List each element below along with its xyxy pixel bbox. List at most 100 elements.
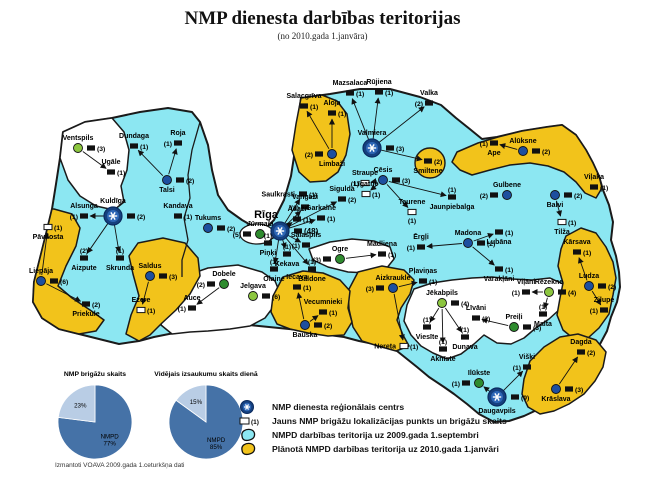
town-vilani: (1) Viļāni [512, 279, 536, 297]
town-label: Valka [420, 90, 438, 97]
brigade-point-icon [130, 143, 138, 149]
legend-label: NMP dienesta reģionālais centrs [272, 402, 405, 412]
brigade-point-icon [461, 334, 469, 340]
town-roja: (1) Roja [164, 130, 186, 148]
town-count: (1) [512, 290, 520, 297]
town-label: Piņķi [260, 250, 277, 257]
link-Jēkabpils-Aknīste [439, 308, 446, 344]
town-label: Rūjiena [366, 79, 391, 86]
town-label: Aknīste [430, 356, 455, 363]
town-nereta: (1) Nereta [374, 342, 418, 351]
brigade-point-icon [523, 364, 531, 370]
town-label: Roja [170, 130, 185, 137]
brigade-point-icon [522, 289, 530, 295]
town-count: (2) [186, 178, 194, 185]
brigade-point-icon [293, 284, 301, 290]
link-Aizkraukle-Nereta [393, 293, 405, 341]
town-label: Dunava [452, 344, 477, 351]
town-label: Krāslava [541, 396, 570, 403]
town-tilza: (1) Tilža [554, 218, 576, 236]
brigade-point-icon [317, 215, 325, 221]
pie-slice-value: 77% [103, 441, 116, 448]
town-saulkrasti: (1) Saulkrasti [262, 191, 317, 199]
town-label: Ogre [332, 246, 348, 253]
town-count: (3) [533, 325, 541, 332]
brigade-point-icon [511, 394, 519, 400]
link-Madona-Varakļāni [472, 246, 495, 266]
brigade-point-icon [80, 213, 88, 219]
town-count: (1) [351, 181, 359, 188]
link-Balvi-Tilža [556, 200, 563, 217]
brigade-town-dot [550, 190, 560, 200]
town-count: (3) [169, 274, 177, 281]
link-Rīga-Baldone [283, 235, 309, 265]
brigade-point-icon [323, 256, 331, 262]
town-vilaka: (1) Viļaka [584, 174, 608, 192]
town-label: Viesīte [416, 334, 439, 341]
town-count: (1) [539, 304, 547, 311]
town-label: Ērgļi [413, 233, 429, 241]
pie-title: Vidējais izsaukumu skaits dienā [154, 371, 258, 378]
link-Ludza-Kārsava [577, 257, 588, 281]
town-jurmala: (5) Jūrmala [233, 221, 274, 239]
link-Ventspils-Ugāle [82, 151, 107, 169]
town-label: Salaspils [291, 232, 321, 239]
town-akniste: (1) Aknīste [430, 339, 455, 363]
pie-title: NMP brigāžu skaits [64, 371, 126, 378]
town-label: Baldone [298, 276, 326, 283]
town-sigulda: (2) Sigulda [329, 186, 356, 204]
link-Madona-Lubāna [473, 233, 494, 242]
town-straupe: (1) Straupe [351, 170, 378, 188]
link-Aizkraukle-Pļaviņas [398, 280, 418, 288]
town-bauska: (2) Bauska [293, 320, 332, 339]
town-count: (1) [310, 104, 318, 111]
brigade-point-icon [283, 251, 291, 257]
brigade-point-icon [424, 158, 432, 164]
town-count: (2) [80, 248, 88, 255]
town-label: Ugāle [101, 159, 120, 166]
town-label: Iecava [286, 274, 308, 281]
town-label: Tukums [195, 215, 221, 222]
town-count: (1) [448, 187, 456, 194]
town-karsava: (1) Kārsava [563, 239, 591, 257]
brigade-point-icon [539, 311, 547, 317]
star-of-life-icon [494, 393, 500, 401]
town-preili: (3) Preiļi [505, 314, 541, 332]
link-Jēkabpils-Viesīte [429, 307, 440, 323]
town-label: Valmiera [358, 130, 387, 137]
town-count: (1) [308, 259, 316, 266]
town-label: Gulbene [493, 182, 521, 189]
town-ugale: (1) Ugāle [101, 159, 125, 177]
town-label: Mazsalaca [333, 80, 368, 87]
town-ligatne: (1)Līgatne [354, 181, 381, 199]
territory-2010-region-6 [270, 270, 353, 337]
brigade-point-icon [565, 386, 573, 392]
link-Rīga-Garkalne [285, 218, 316, 230]
brigade-point-icon [302, 242, 310, 248]
town-label: Viški [519, 354, 535, 361]
legend-item: NMP dienesta reģionālais centrs [238, 400, 507, 414]
brigade-point-icon [217, 225, 225, 231]
town-count: (1) [329, 310, 337, 317]
svg-text:(1): (1) [251, 419, 259, 426]
town-ape: (1) Ape [480, 140, 501, 157]
town-count: (3) [366, 286, 374, 293]
pie-slice-value: 15% [190, 399, 203, 406]
town-label: Bauska [293, 332, 318, 339]
towns: (3)Ventspils(1)Ugāle(1)Dundaga(1)Roja(2)… [29, 79, 616, 415]
town-label: Saldus [139, 263, 162, 270]
brigade-town-dot [162, 175, 172, 185]
town-count: (2) [137, 214, 145, 221]
brigade-town-dot [219, 279, 229, 289]
town-plavinas: (1) Pļaviņas [409, 268, 438, 286]
town-count: (2) [434, 159, 442, 166]
town-label: Jelgava [240, 283, 266, 290]
brigade-point-icon [564, 192, 572, 198]
territory-2010-region-2 [291, 94, 351, 183]
town-madona: (2) Madona [455, 230, 496, 248]
link-Alūksne-Ape [499, 143, 518, 150]
brigade-point-icon [378, 251, 386, 257]
brigade-town-dot [544, 287, 554, 297]
town-count: (2) [608, 284, 616, 291]
